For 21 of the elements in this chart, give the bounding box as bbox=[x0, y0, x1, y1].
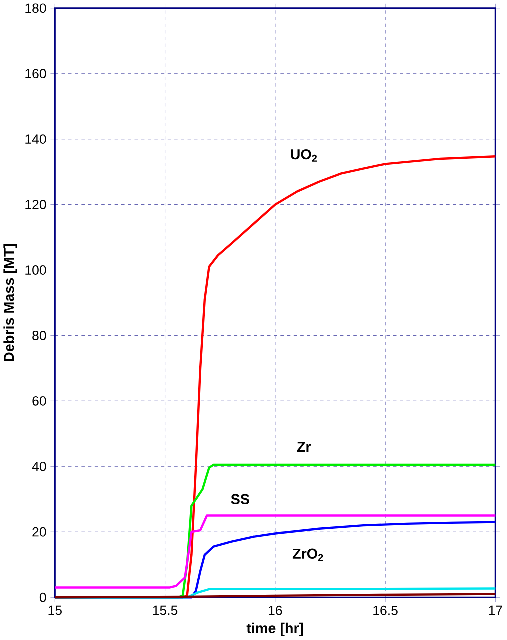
series-label: Zr bbox=[298, 442, 312, 452]
x-tick-label: 15 bbox=[48, 606, 62, 616]
y-tick-label: 0 bbox=[40, 592, 46, 602]
x-tick-label: 15.5 bbox=[154, 606, 178, 616]
y-tick-label: 60 bbox=[32, 396, 46, 406]
x-tick-label: 17 bbox=[489, 606, 503, 616]
series-label: ZrO$_{2}$ bbox=[293, 548, 324, 562]
x-tick-label: 16 bbox=[269, 606, 282, 616]
series-label: UO$_{2}$ bbox=[291, 149, 318, 162]
x-tick-label: 16.5 bbox=[374, 606, 398, 616]
y-tick-label: 20 bbox=[32, 527, 46, 537]
y-tick-label: 180 bbox=[26, 4, 46, 14]
y-tick-label: 120 bbox=[26, 200, 46, 210]
y-tick-label: 140 bbox=[26, 134, 46, 144]
x-axis-title: time [hr] bbox=[246, 622, 304, 636]
series-label: SS bbox=[231, 494, 250, 504]
y-tick-label: 40 bbox=[32, 462, 46, 472]
y-tick-label: 100 bbox=[26, 266, 46, 275]
y-tick-label: 80 bbox=[32, 331, 46, 340]
y-axis-title: Debris Mass [MT] bbox=[4, 244, 18, 362]
y-tick-label: 160 bbox=[26, 69, 46, 79]
